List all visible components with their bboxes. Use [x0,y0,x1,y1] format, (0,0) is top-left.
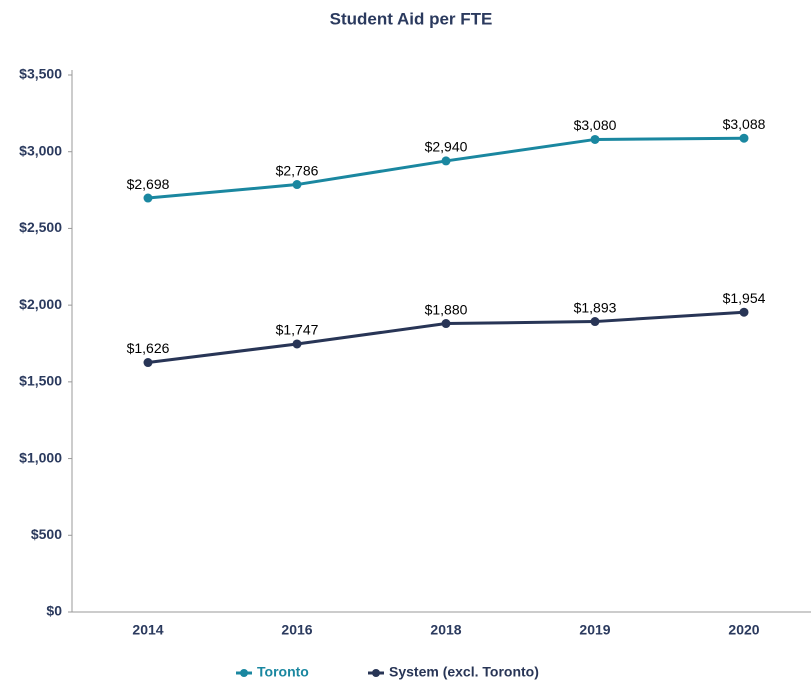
y-tick-label: $3,500 [19,66,62,82]
data-point [143,193,153,203]
legend-label: System (excl. Toronto) [389,664,539,680]
data-label: $1,954 [723,290,766,306]
data-label: $1,893 [574,299,617,315]
data-label: $2,698 [127,176,170,192]
legend-label: Toronto [257,664,309,680]
data-point [143,358,153,368]
data-point [292,180,302,190]
y-tick-label: $2,500 [19,219,62,235]
data-point [590,317,600,327]
y-tick-label: $1,500 [19,373,62,389]
data-point [590,134,600,144]
chart-title: Student Aid per FTE [330,9,493,28]
y-tick-label: $1,000 [19,449,62,465]
data-label: $1,880 [425,301,468,317]
data-label: $1,626 [127,340,170,356]
x-tick-label: 2019 [579,622,610,638]
data-label: $2,786 [276,162,319,178]
x-tick-label: 2016 [281,622,312,638]
data-point [739,307,749,317]
data-point [292,339,302,349]
data-label: $3,080 [574,117,617,133]
data-label: $1,747 [276,322,319,338]
legend-marker [240,669,248,677]
data-point [739,133,749,143]
x-tick-label: 2018 [430,622,461,638]
y-tick-label: $500 [31,526,62,542]
data-point [441,156,451,166]
y-tick-label: $2,000 [19,296,62,312]
x-tick-label: 2014 [132,622,163,638]
legend-marker [372,669,380,677]
data-point [441,319,451,329]
y-tick-label: $0 [46,603,62,619]
x-tick-label: 2020 [728,622,759,638]
y-tick-label: $3,000 [19,142,62,158]
data-label: $2,940 [425,139,468,155]
data-label: $3,088 [723,116,766,132]
